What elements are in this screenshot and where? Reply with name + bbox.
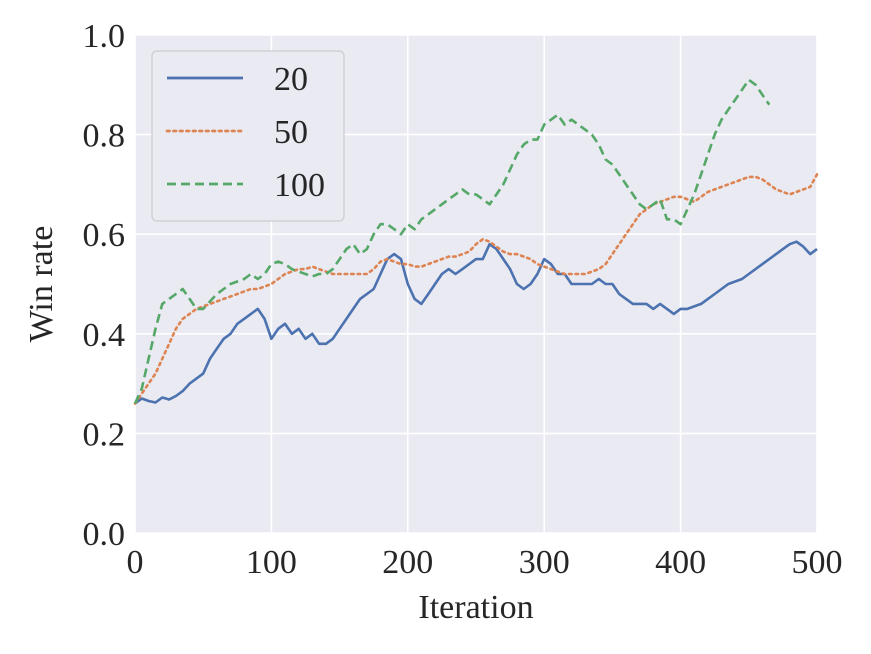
legend-label-100: 100 (274, 167, 325, 204)
x-tick-label: 0 (127, 544, 144, 581)
y-tick-label: 0.4 (83, 317, 126, 354)
legend-box (151, 50, 345, 222)
y-tick-label: 1.0 (83, 18, 126, 55)
legend-label-50: 50 (274, 114, 308, 151)
tick-labels: 0 100 200 300 400 500 0.0 0.2 0.4 0.6 0.8 1.0 (83, 18, 843, 581)
x-tick-label: 200 (382, 544, 433, 581)
x-tick-label: 500 (792, 544, 843, 581)
x-axis-label: Iteration (418, 589, 533, 626)
series-line-50 (133, 173, 819, 405)
y-tick-label: 0.2 (83, 416, 126, 453)
y-tick-label: 0.8 (83, 118, 126, 155)
legend: 20 50 100 (151, 50, 345, 222)
series-line-20 (134, 240, 818, 405)
x-tick-label: 300 (519, 544, 570, 581)
legend-label-20: 20 (274, 61, 308, 98)
y-tick-label: 0.0 (83, 516, 126, 553)
series-layer (133, 78, 819, 405)
y-tick-label: 0.6 (83, 217, 126, 254)
y-axis-label: Win rate (23, 226, 60, 343)
series-line-100 (133, 78, 771, 405)
x-tick-label: 400 (655, 544, 706, 581)
x-tick-label: 100 (246, 544, 297, 581)
